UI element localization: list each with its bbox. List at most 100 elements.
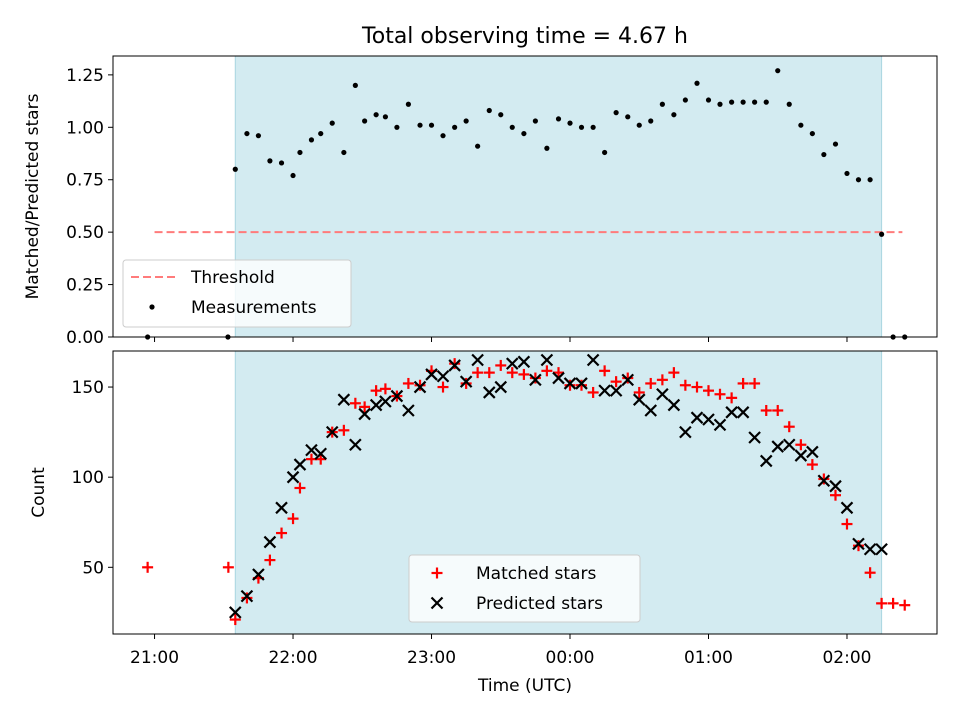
legend-predicted-label: Predicted stars [476,594,603,614]
measurement-point [509,124,515,130]
measurement-point [318,130,324,137]
matched-star-point [599,365,611,377]
matched-star-point [276,527,288,539]
matched-star-point [437,381,449,393]
measurement-point [555,116,562,122]
top-y-axis-label: Matched/Predicted stars [23,93,43,299]
measurement-point [267,158,273,164]
bottom-x-tick-label: 22:00 [269,648,318,668]
measurement-point [290,172,296,179]
legend-measurements-swatch [149,304,155,310]
matched-star-point [460,377,472,389]
matched-star-point [829,489,841,501]
measurement-point [717,101,723,107]
measurement-point [329,120,335,126]
predicted-star-point [379,395,392,408]
predicted-star-points [229,353,888,619]
predicted-star-point [505,357,519,370]
measurement-point [786,101,792,107]
predicted-star-point [286,470,300,484]
matched-star-point [359,401,371,413]
matched-star-point [737,377,749,389]
matched-star-point [241,592,253,604]
predicted-star-point [436,369,450,383]
predicted-star-point [305,443,318,457]
predicted-star-point [349,438,362,452]
legend-predicted-swatch [430,596,444,610]
predicted-star-point [252,568,265,581]
measurement-point [832,141,839,147]
predicted-star-point [358,407,371,421]
measurement-point [867,177,873,183]
measurement-point [625,114,631,120]
bottom-y-axis-label: Count [29,467,49,518]
bottom-legend: Matched stars Predicted stars [408,554,641,623]
matched-star-point [679,379,691,391]
measurement-points [145,68,908,340]
top-y-ticks: 0.00 0.25 0.50 0.75 1.00 1.25 [66,66,113,348]
top-y-tick-label: 0.50 [66,223,104,243]
legend-matched-swatch [431,567,443,579]
predicted-star-point [448,359,461,372]
measurement-point [809,130,815,137]
measurement-point [659,101,665,107]
measurement-point [648,118,654,124]
matched-star-point [783,421,795,433]
bottom-x-tick-label: 01:00 [684,648,733,668]
matched-star-point [305,453,317,465]
matched-star-point [795,439,807,451]
measurement-point [352,82,358,88]
legend-matched-label: Matched stars [476,564,596,584]
predicted-star-point [875,543,888,556]
measurement-point [486,107,492,114]
measurement-point [297,149,303,156]
top-panel: 0.00 0.25 0.50 0.75 1.00 1.25 Total observing… [23,24,938,348]
measurement-point [405,101,411,107]
matched-star-point [142,561,154,573]
measurement-point [729,99,735,105]
matched-star-point [587,386,599,398]
predicted-star-point [702,413,715,426]
top-x-ticks [154,337,848,342]
predicted-star-point [413,380,427,394]
matched-star-point [852,540,864,552]
matched-star-point [495,359,507,371]
measurement-point [671,112,677,118]
predicted-star-point [314,447,328,461]
matched-star-point [553,367,565,379]
matched-star-point [749,377,761,389]
matched-star-point [668,367,680,379]
measurement-point [636,122,642,128]
predicted-star-point [829,479,842,493]
matched-star-point [564,379,576,391]
matched-star-point [402,377,414,389]
top-legend-box [122,259,352,328]
measurement-point [278,160,285,166]
predicted-star-point [263,535,277,549]
predicted-star-point [736,406,750,419]
predicted-star-point [725,406,738,419]
matched-star-point [315,453,327,465]
legend-measurements-label: Measurements [191,298,317,318]
top-y-tick-label: 0.75 [66,171,104,191]
bottom-y-tick-label: 100 [72,468,104,488]
matched-star-point [760,404,772,416]
legend-matched-marker [431,567,443,579]
matched-star-point [370,385,382,397]
predicted-star-point [644,404,658,417]
predicted-star-point [240,589,254,603]
predicted-star-point [540,353,554,367]
predicted-star-point [402,404,415,417]
measurement-point [855,177,862,183]
predicted-star-point [667,398,681,412]
predicted-star-point [782,438,796,452]
matched-star-point [899,599,911,611]
bottom-x-tick-label: 23:00 [407,648,456,668]
matched-star-point [414,379,426,391]
matched-star-point [264,554,276,566]
measurement-point [763,99,769,105]
predicted-star-point [459,375,473,388]
measurement-point [498,112,504,118]
measurement-point [567,120,573,126]
